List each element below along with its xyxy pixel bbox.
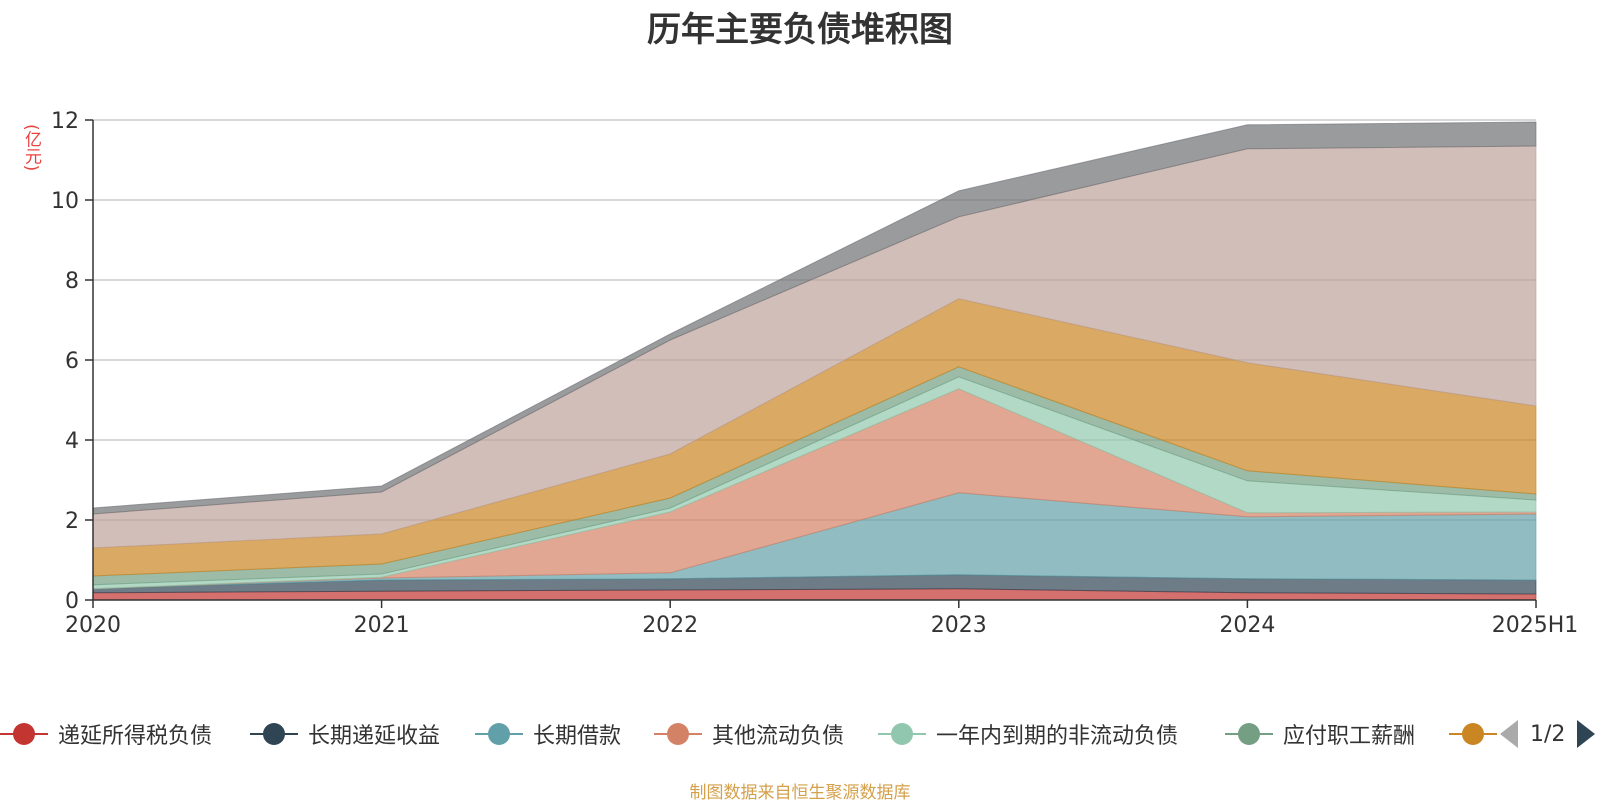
legend-label: 应付职工薪酬 <box>1283 724 1416 749</box>
legend-label: 其他流动负债 <box>712 724 845 749</box>
x-tick-label: 2024 <box>1219 613 1275 638</box>
legend-page-indicator: 1/2 <box>1530 721 1566 747</box>
legend-item[interactable] <box>1449 716 1497 752</box>
x-tick-label: 2021 <box>354 613 410 638</box>
legend-item[interactable]: 应付职工薪酬 <box>1225 716 1415 752</box>
x-tick-label: 2023 <box>931 613 987 638</box>
legend-label: 长期递延收益 <box>308 724 441 749</box>
legend-prev-page-icon[interactable] <box>1500 720 1518 748</box>
legend-marker-icon <box>878 716 926 752</box>
legend-next-page-icon[interactable] <box>1577 720 1596 748</box>
area-series-unnamed <box>92 121 1537 515</box>
y-tick-label: 2 <box>65 509 79 534</box>
legend-item[interactable]: 其他流动负债 <box>654 716 844 752</box>
legend: 递延所得税负债 长期递延收益 长期借款 其他流动负债 一年内到期的非流动负债 应付职工薪酬 <box>0 716 1600 756</box>
legend-item[interactable]: 一年内到期的非流动负债 <box>878 716 1178 752</box>
x-tick-label: 2022 <box>642 613 698 638</box>
legend-marker-icon <box>1449 716 1497 752</box>
y-axis-unit: (亿元) <box>21 124 41 172</box>
legend-marker-icon <box>1225 716 1273 752</box>
x-tick-label: 2020 <box>65 613 121 638</box>
legend-pager: 1/2 <box>1500 716 1596 752</box>
chart-title: 历年主要负债堆积图 <box>647 10 953 50</box>
legend-label: 一年内到期的非流动负债 <box>936 724 1179 749</box>
legend-marker-icon <box>654 716 702 752</box>
y-tick-label: 4 <box>65 429 79 454</box>
legend-item[interactable]: 长期递延收益 <box>250 716 440 752</box>
y-tick-label: 12 <box>51 109 79 134</box>
legend-label: 长期借款 <box>533 724 622 749</box>
legend-marker-icon <box>250 716 298 752</box>
y-tick-label: 0 <box>65 589 79 614</box>
legend-label: 递延所得税负债 <box>58 724 213 749</box>
area-series <box>92 121 1537 601</box>
y-tick-label: 8 <box>65 269 79 294</box>
axes: 0 2 4 6 8 10 12 2020 2021 2022 2023 2024 2025H1 <box>51 109 1578 638</box>
legend-item[interactable]: 长期借款 <box>475 716 621 752</box>
legend-marker-icon <box>475 716 523 752</box>
data-source-note: 制图数据来自恒生聚源数据库 <box>689 783 911 803</box>
legend-item[interactable]: 递延所得税负债 <box>0 716 212 752</box>
y-tick-label: 6 <box>65 349 79 374</box>
y-tick-label: 10 <box>51 189 79 214</box>
x-tick-label: 2025H1 <box>1492 613 1579 638</box>
stacked-area-chart: 0 2 4 6 8 10 12 2020 2021 2022 2023 2024 2025H1 <box>51 109 1578 638</box>
legend-marker-icon <box>0 716 48 752</box>
